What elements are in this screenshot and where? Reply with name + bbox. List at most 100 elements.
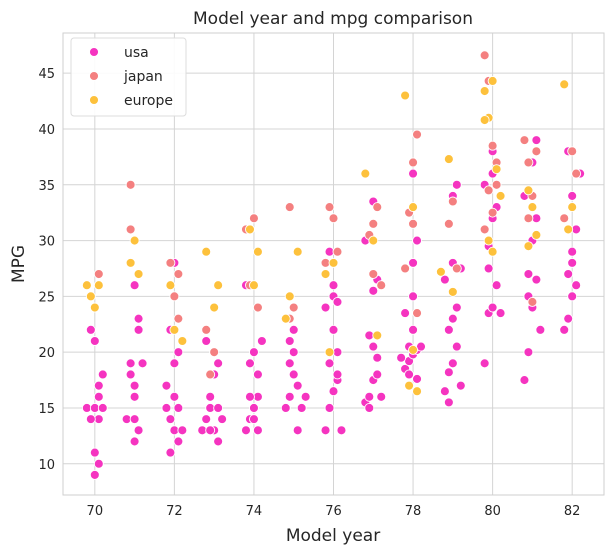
data-point-usa [93, 391, 104, 402]
y-axis-label: MPG [9, 245, 29, 283]
data-point-usa [328, 324, 339, 335]
data-point-europe [567, 202, 578, 213]
data-point-europe [487, 76, 498, 86]
data-point-usa [213, 436, 224, 447]
data-point-europe [320, 269, 331, 279]
data-point-usa [451, 302, 462, 313]
data-point-japan [408, 157, 419, 168]
series-europe [81, 76, 578, 397]
legend-marker-europe [89, 95, 99, 105]
data-point-usa [531, 135, 542, 146]
data-point-usa [372, 352, 383, 363]
data-point-japan [93, 269, 104, 279]
x-tick-label: 80 [484, 504, 501, 519]
data-point-usa [292, 380, 303, 391]
data-point-usa [288, 324, 299, 335]
x-tick-label: 74 [246, 504, 263, 519]
data-point-japan [571, 168, 582, 179]
data-point-usa [213, 403, 224, 413]
data-point-usa [412, 373, 422, 384]
data-point-usa [567, 257, 578, 268]
data-point-usa [288, 369, 299, 380]
data-point-usa [97, 369, 108, 380]
data-point-usa [245, 391, 255, 402]
data-point-europe [201, 246, 212, 257]
data-point-japan [531, 146, 542, 157]
data-point-usa [125, 369, 136, 380]
data-point-usa [567, 246, 578, 257]
data-point-usa [523, 347, 534, 358]
data-point-usa [173, 347, 184, 358]
data-point-usa [364, 403, 375, 413]
data-point-usa [320, 425, 331, 436]
data-point-japan [523, 157, 534, 168]
data-point-japan [332, 246, 343, 257]
data-point-japan [201, 324, 212, 335]
data-point-usa [129, 380, 140, 391]
x-tick-label: 70 [87, 504, 104, 519]
data-point-usa [161, 403, 172, 413]
data-point-usa [368, 285, 379, 296]
chart-title: Model year and mpg comparison [193, 9, 473, 29]
data-point-japan [519, 135, 530, 146]
data-point-usa [284, 391, 295, 402]
data-point-europe [404, 380, 415, 391]
data-point-usa [137, 358, 148, 369]
data-point-japan [559, 213, 570, 224]
data-point-usa [372, 369, 383, 380]
data-point-usa [129, 391, 140, 402]
data-point-usa [177, 425, 188, 436]
data-point-japan [567, 146, 578, 157]
data-point-europe [531, 230, 542, 240]
data-point-japan [209, 347, 220, 358]
data-point-usa [93, 458, 104, 469]
legend-box [70, 37, 187, 117]
data-point-europe [527, 202, 538, 213]
data-point-europe [245, 224, 255, 235]
data-point-europe [248, 280, 259, 291]
data-point-japan [173, 313, 184, 324]
data-point-usa [248, 347, 259, 358]
data-point-usa [205, 425, 216, 436]
data-point-usa [324, 403, 335, 413]
data-point-europe [129, 235, 140, 246]
data-point-japan [284, 202, 295, 213]
data-point-usa [408, 168, 419, 179]
data-point-usa [439, 386, 450, 397]
data-point-japan [412, 308, 422, 319]
data-point-japan [173, 269, 184, 279]
data-point-japan [252, 302, 263, 313]
data-point-usa [531, 274, 542, 285]
data-point-usa [165, 447, 176, 458]
data-point-japan [169, 291, 180, 302]
data-point-usa [133, 313, 144, 324]
data-point-usa [567, 291, 578, 302]
data-point-usa [201, 414, 212, 425]
data-point-japan [523, 213, 534, 224]
data-point-japan [487, 140, 498, 151]
y-tick-label: 35 [38, 179, 55, 194]
plot-frame [62, 32, 605, 496]
data-point-europe [435, 266, 446, 277]
data-point-japan [324, 202, 335, 213]
data-point-europe [177, 336, 188, 346]
data-point-usa [161, 380, 172, 391]
data-point-usa [443, 324, 454, 335]
data-point-europe [252, 246, 263, 257]
x-tick-labels: 70 72 74 76 78 80 82 [87, 504, 581, 519]
data-point-usa [408, 257, 419, 268]
data-point-europe [563, 224, 574, 235]
data-point-usa [284, 336, 295, 346]
data-point-europe [93, 280, 104, 291]
data-point-usa [89, 447, 100, 458]
data-point-japan [125, 224, 136, 235]
data-point-usa [519, 375, 530, 386]
legend-label-europe: europe [124, 93, 173, 109]
data-point-usa [173, 436, 184, 447]
data-point-europe [213, 280, 224, 291]
y-tick-label: 40 [38, 123, 55, 138]
data-point-europe [559, 79, 570, 90]
data-point-usa [455, 380, 466, 391]
data-point-usa [483, 263, 494, 274]
data-point-japan [368, 269, 379, 279]
